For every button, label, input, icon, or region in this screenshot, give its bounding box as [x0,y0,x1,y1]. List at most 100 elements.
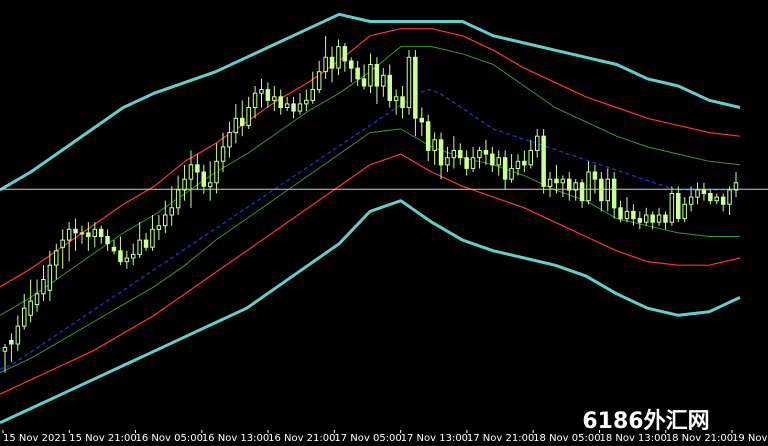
candle-body-up [137,239,142,255]
candle [233,103,239,144]
candle-body-up [509,167,514,180]
candle [227,121,232,158]
x-tick-label: 15 Nov 2021 [3,433,67,444]
candle-body-up [214,160,219,184]
candle [304,89,309,112]
candle [733,172,739,198]
candle [502,150,508,190]
candle-body-down [9,339,14,345]
candle [695,182,700,205]
x-tick-label: 16 Nov 21:00 [268,433,335,444]
candle [669,186,675,226]
candle-body-up [66,228,72,241]
candle-body-up [714,196,719,202]
band-inner-lower [0,128,740,374]
candle [220,132,226,172]
candle-body-up [220,146,226,162]
candle-body-down [342,46,348,62]
x-tick-label: 17 Nov 05:00 [334,433,401,444]
candle-body-down [419,117,424,123]
candle [240,100,245,137]
candle-body-up [381,74,386,87]
candle-body-down [554,178,559,184]
candle [349,57,354,83]
candle [163,200,168,233]
candle [599,172,604,212]
candle-body-down [413,56,418,119]
candle [535,129,540,158]
candle [118,236,123,266]
candle [111,240,117,255]
candle-body-down [464,157,469,169]
candle [28,279,33,323]
candle [688,186,694,212]
candle-body-up [560,178,566,184]
candle-body-down [278,96,283,109]
candle-body-down [618,207,623,220]
candle-body-up [573,182,578,191]
candle [137,222,142,258]
candle-body-up [432,139,437,152]
candle [631,204,636,226]
candle-body-down [400,96,405,109]
candle [150,215,155,251]
candle-body-down [541,135,546,187]
candle-body-up [624,210,630,220]
candle [419,107,424,137]
candle [259,78,264,108]
moving-average [0,88,740,370]
candle-body-up [54,250,59,266]
candle [708,189,713,205]
candle-body-down [490,153,495,166]
candle [278,89,283,115]
candle-body-up [41,279,46,295]
candle [329,46,335,83]
candle-body-up [28,300,33,316]
band-middle-lower [0,153,741,395]
candle-body-down [631,210,636,220]
band-middle-upper [0,28,741,288]
candle [387,64,392,108]
candle-body-up [605,178,610,202]
candle [2,344,8,373]
candle-body-up [156,225,162,230]
candle [611,172,617,219]
candle-body-up [336,46,341,69]
x-tick-label: 17 Nov 21:00 [467,433,534,444]
candle-body-up [656,214,662,223]
candle-body-up [34,293,40,306]
candle-body-up [15,325,21,345]
candle-body-up [79,232,85,235]
candle-body-up [316,71,322,91]
candle [92,222,97,248]
candle [445,146,450,172]
candle-body-up [451,150,457,159]
candle [567,172,572,201]
ma-line [0,88,740,370]
candle-body-up [284,103,290,109]
x-tick-label: 18 Nov 21:00 [666,433,733,444]
envelope-bands [0,12,741,425]
candle [252,86,258,119]
candle [509,154,514,183]
candle-body-down [118,250,123,263]
candle-body-up [644,214,649,223]
candle-body-down [240,117,245,127]
candle-body-up [477,150,482,159]
candle-body-up [131,253,136,259]
candle-body-down [592,171,598,180]
candle [541,129,546,194]
candle [522,150,527,172]
candle [291,96,296,119]
candle-body-up [233,117,239,134]
candle [9,333,14,362]
candle [124,250,130,269]
candle [656,207,662,226]
candle-body-down [708,193,713,202]
candle [528,139,533,169]
candle [86,222,91,251]
candle [547,172,553,198]
candle-body-down [374,64,380,87]
candle-body-up [47,264,53,291]
